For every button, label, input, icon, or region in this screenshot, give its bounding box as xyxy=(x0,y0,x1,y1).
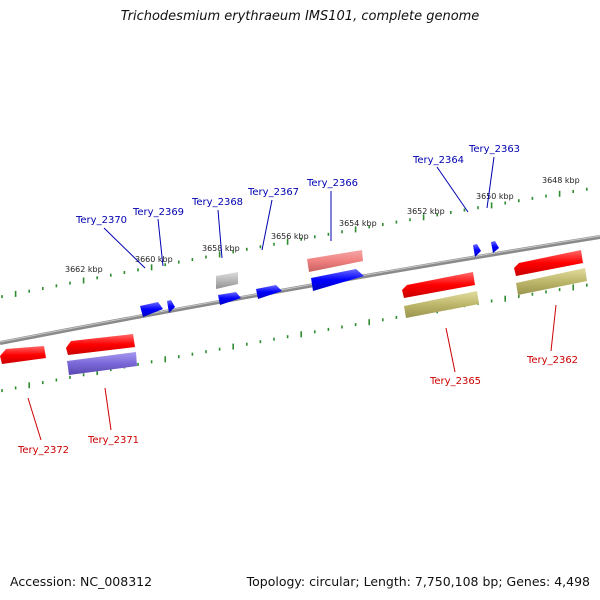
gene-feature-tery-2365[interactable] xyxy=(402,272,475,298)
gene-label-tery-2372[interactable]: Tery_2372 xyxy=(17,445,69,456)
reverse-strand-features xyxy=(140,241,499,317)
gene-label-tery-2371[interactable]: Tery_2371 xyxy=(87,435,139,446)
cds-feature-tery-2365[interactable] xyxy=(404,291,479,318)
gene-label-tery-2370[interactable]: Tery_2370 xyxy=(75,215,127,226)
genome-backbone-highlight xyxy=(0,235,600,343)
ruler-label: 3648 kbp xyxy=(542,176,580,185)
gene-feature-tery-2369[interactable] xyxy=(167,300,175,313)
cds-feature-tery-2368[interactable] xyxy=(216,272,238,289)
gene-label-tery-2369[interactable]: Tery_2369 xyxy=(132,207,184,218)
ruler-label: 3652 kbp xyxy=(407,207,445,216)
callout-lines-forward xyxy=(27,304,557,441)
gene-labels-reverse: Tery_2370 Tery_2369 Tery_2368 Tery_2367 … xyxy=(75,144,520,226)
map-title: Trichodesmium erythraeum IMS101, complet… xyxy=(120,9,480,24)
gene-feature-tery-2372[interactable] xyxy=(0,346,46,364)
callout-lines-reverse xyxy=(103,156,495,269)
gene-label-tery-2368[interactable]: Tery_2368 xyxy=(191,197,243,208)
forward-strand-features xyxy=(0,250,587,375)
gene-labels-forward: Tery_2372 Tery_2371 Tery_2365 Tery_2362 xyxy=(17,355,578,456)
ruler-ticks-lower xyxy=(1,283,588,393)
ruler-label: 3654 kbp xyxy=(339,219,377,228)
gene-feature-tery-2367[interactable] xyxy=(256,285,282,299)
gene-feature-tery-2364[interactable] xyxy=(473,244,481,257)
gene-label-tery-2365[interactable]: Tery_2365 xyxy=(429,376,481,387)
gene-feature-tery-2363[interactable] xyxy=(491,241,499,253)
gene-label-tery-2367[interactable]: Tery_2367 xyxy=(247,187,299,198)
gene-feature-tery-2368[interactable] xyxy=(218,292,241,305)
gene-feature-tery-2362[interactable] xyxy=(514,250,583,276)
gene-label-tery-2364[interactable]: Tery_2364 xyxy=(412,155,464,166)
gene-feature-tery-2371[interactable] xyxy=(66,334,135,355)
cds-feature-tery-2362[interactable] xyxy=(516,268,587,295)
ruler-label: 3662 kbp xyxy=(65,265,103,274)
genome-backbone xyxy=(0,235,600,345)
ruler-label: 3660 kbp xyxy=(135,255,173,264)
gene-feature-tery-2370[interactable] xyxy=(140,302,163,317)
gene-label-tery-2366[interactable]: Tery_2366 xyxy=(306,178,358,189)
ruler-ticks-upper xyxy=(1,187,588,299)
gene-feature-tery-2366[interactable] xyxy=(311,269,364,291)
cds-feature-tery-2371[interactable] xyxy=(67,352,137,375)
gene-label-tery-2363[interactable]: Tery_2363 xyxy=(468,144,520,155)
ruler-label: 3656 kbp xyxy=(271,232,309,241)
gene-label-tery-2362[interactable]: Tery_2362 xyxy=(526,355,578,366)
topology-text: Topology: circular; Length: 7,750,108 bp… xyxy=(246,574,590,589)
ruler-label: 3650 kbp xyxy=(476,192,514,201)
accession-text: Accession: NC_008312 xyxy=(10,574,153,589)
cds-feature-tery-2366[interactable] xyxy=(307,250,363,272)
